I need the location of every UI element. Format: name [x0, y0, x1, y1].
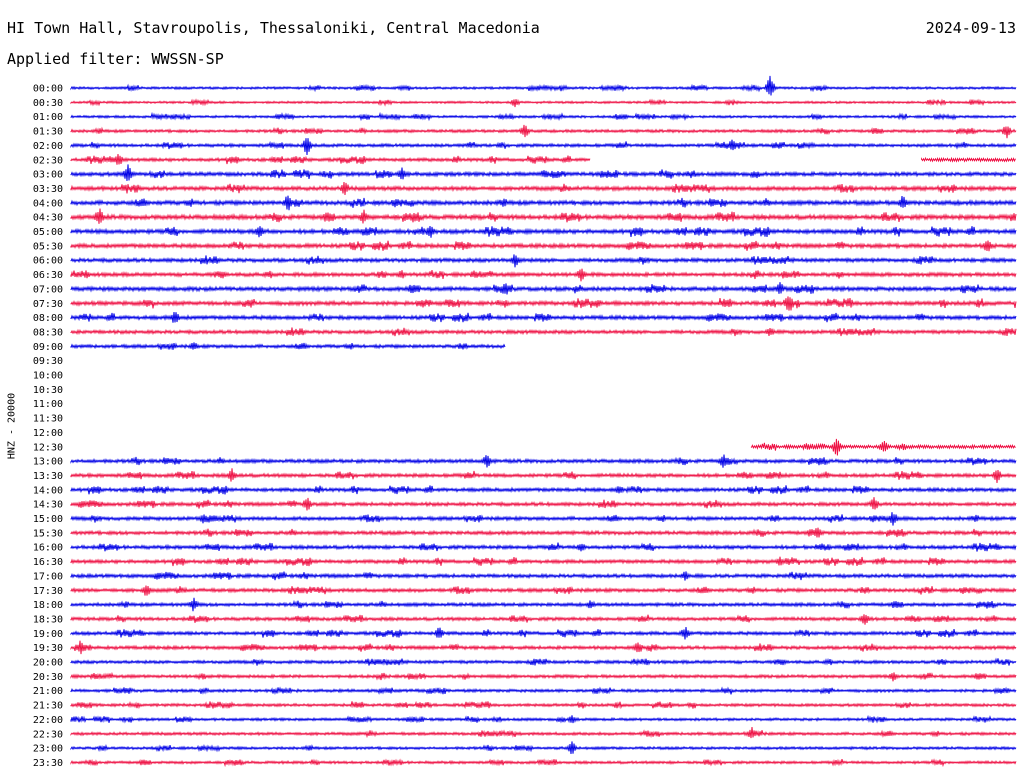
time-label: 07:00	[33, 284, 63, 295]
time-label: 03:30	[33, 184, 63, 195]
time-label: 19:30	[33, 643, 63, 654]
trace-line	[70, 153, 591, 165]
filter-label: Applied filter: WWSSN-SP	[7, 50, 224, 68]
time-label: 01:30	[33, 127, 63, 138]
trace-line	[70, 454, 1017, 468]
trace-line	[70, 758, 1017, 768]
trace-line	[750, 438, 1016, 456]
time-label: 14:30	[33, 500, 63, 511]
time-label: 07:30	[33, 299, 63, 310]
time-label: 01:00	[33, 112, 63, 123]
trace-line	[70, 597, 1017, 612]
time-label: 00:00	[33, 84, 63, 95]
time-label: 12:30	[33, 442, 63, 453]
time-label: 11:00	[33, 399, 63, 410]
trace-line	[70, 182, 1017, 196]
time-label: 17:30	[33, 586, 63, 597]
trace-line	[70, 164, 1017, 181]
time-label: 03:00	[33, 170, 63, 181]
trace-line	[70, 497, 1017, 511]
trace-line	[70, 571, 1017, 581]
time-label: 20:30	[33, 672, 63, 683]
trace-line	[70, 485, 1017, 495]
station-title: HI Town Hall, Stavroupolis, Thessaloniki…	[7, 19, 540, 37]
time-label: 10:30	[33, 385, 63, 396]
time-label: 22:00	[33, 715, 63, 726]
time-label: 04:30	[33, 213, 63, 224]
time-label: 02:00	[33, 141, 63, 152]
trace-line	[70, 254, 1017, 268]
time-label: 23:00	[33, 744, 63, 755]
trace-line	[70, 741, 1017, 754]
time-label: 21:30	[33, 701, 63, 712]
time-label: 15:30	[33, 528, 63, 539]
time-label: 06:00	[33, 256, 63, 267]
time-label: 15:00	[33, 514, 63, 525]
trace-line	[70, 627, 1017, 640]
trace-line	[70, 342, 506, 351]
time-label: 08:30	[33, 327, 63, 338]
trace-line	[70, 671, 1017, 682]
time-label: 17:00	[33, 571, 63, 582]
time-label: 10:00	[33, 371, 63, 382]
trace-line	[70, 225, 1017, 238]
trace-line	[70, 714, 1017, 724]
time-label: 13:30	[33, 471, 63, 482]
trace-line	[70, 614, 1017, 625]
plot-date: 2024-09-13	[925, 19, 1016, 37]
time-label: 14:00	[33, 485, 63, 496]
time-label: 12:00	[33, 428, 63, 439]
trace-line	[70, 138, 1017, 156]
trace-line	[70, 240, 1017, 252]
trace-lines	[70, 75, 1017, 768]
time-label: 16:00	[33, 543, 63, 554]
trace-line	[70, 98, 1017, 108]
trace-line	[70, 512, 1017, 526]
trace-line	[70, 311, 1017, 323]
trace-line	[70, 640, 1017, 655]
trace-line	[70, 111, 1017, 122]
time-label: 06:30	[33, 270, 63, 281]
trace-line	[70, 556, 1017, 567]
trace-line	[70, 282, 1017, 295]
trace-line	[70, 585, 1017, 596]
time-label: 19:00	[33, 629, 63, 640]
time-label: 05:00	[33, 227, 63, 238]
time-label: 02:30	[33, 155, 63, 166]
trace-line	[70, 657, 1017, 667]
trace-line	[70, 195, 1017, 211]
trace-line	[70, 542, 1017, 552]
trace-line	[70, 268, 1017, 282]
trace-line	[70, 686, 1017, 695]
time-label: 16:30	[33, 557, 63, 568]
trace-line	[70, 296, 1017, 311]
time-label: 18:30	[33, 614, 63, 625]
time-label: 04:00	[33, 198, 63, 209]
time-label: 22:30	[33, 729, 63, 740]
time-labels: 00:00 00:30 01:00 01:30 02:00 02:30 03:00 03:30…	[33, 84, 63, 769]
trace-line	[70, 208, 1017, 224]
trace-line	[70, 75, 1017, 96]
time-label: 09:00	[33, 342, 63, 353]
time-label: 11:30	[33, 414, 63, 425]
time-label: 13:00	[33, 457, 63, 468]
trace-line	[70, 700, 1017, 710]
time-label: 21:00	[33, 686, 63, 697]
time-label: 09:30	[33, 356, 63, 367]
trace-line	[70, 327, 1017, 337]
trace-line	[70, 726, 1017, 739]
time-label: 05:30	[33, 241, 63, 252]
time-label: 23:30	[33, 758, 63, 769]
time-label: 18:00	[33, 600, 63, 611]
time-label: 00:30	[33, 98, 63, 109]
trace-line	[70, 468, 1017, 483]
time-label: 08:00	[33, 313, 63, 324]
trace-line	[921, 156, 1016, 163]
trace-line	[70, 527, 1017, 538]
time-label: 20:00	[33, 658, 63, 669]
trace-line	[70, 124, 1017, 139]
